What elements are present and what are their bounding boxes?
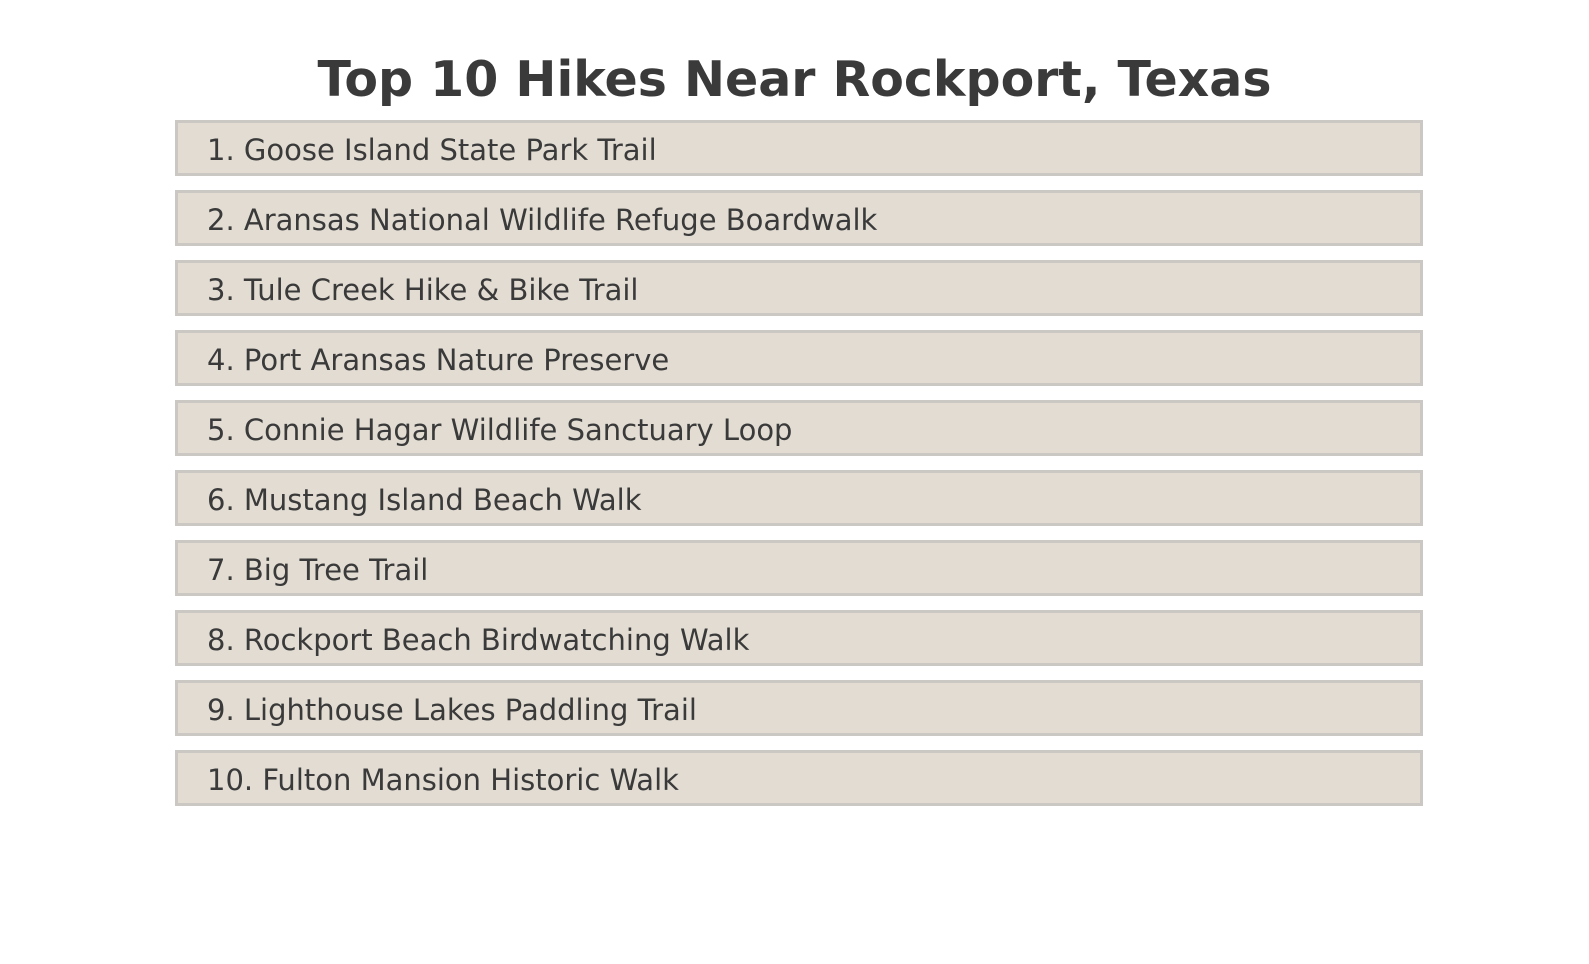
list-item-hike-1: 1. Goose Island State Park Trail xyxy=(175,120,1423,176)
list-item-hike-6: 6. Mustang Island Beach Walk xyxy=(175,470,1423,526)
hike-label: 8. Rockport Beach Birdwatching Walk xyxy=(207,622,750,657)
list-item-hike-7: 7. Big Tree Trail xyxy=(175,540,1423,596)
list-item-hike-8: 8. Rockport Beach Birdwatching Walk xyxy=(175,610,1423,666)
hike-label: 3. Tule Creek Hike & Bike Trail xyxy=(207,272,639,307)
hike-label: 1. Goose Island State Park Trail xyxy=(207,132,657,167)
hike-label: 10. Fulton Mansion Historic Walk xyxy=(207,762,679,797)
list-item-hike-5: 5. Connie Hagar Wildlife Sanctuary Loop xyxy=(175,400,1423,456)
hike-label: 2. Aransas National Wildlife Refuge Boar… xyxy=(207,202,878,237)
page-title: Top 10 Hikes Near Rockport, Texas xyxy=(317,51,1272,108)
list-item-hike-4: 4. Port Aransas Nature Preserve xyxy=(175,330,1423,386)
hike-label: 4. Port Aransas Nature Preserve xyxy=(207,342,670,377)
list-item-hike-3: 3. Tule Creek Hike & Bike Trail xyxy=(175,260,1423,316)
hike-label: 6. Mustang Island Beach Walk xyxy=(207,482,642,517)
list-item-hike-10: 10. Fulton Mansion Historic Walk xyxy=(175,750,1423,806)
list-item-hike-2: 2. Aransas National Wildlife Refuge Boar… xyxy=(175,190,1423,246)
list-item-hike-9: 9. Lighthouse Lakes Paddling Trail xyxy=(175,680,1423,736)
hike-list: 1. Goose Island State Park Trail 2. Aran… xyxy=(175,120,1423,820)
hike-label: 5. Connie Hagar Wildlife Sanctuary Loop xyxy=(207,412,793,447)
hike-label: 9. Lighthouse Lakes Paddling Trail xyxy=(207,692,697,727)
hike-label: 7. Big Tree Trail xyxy=(207,552,429,587)
